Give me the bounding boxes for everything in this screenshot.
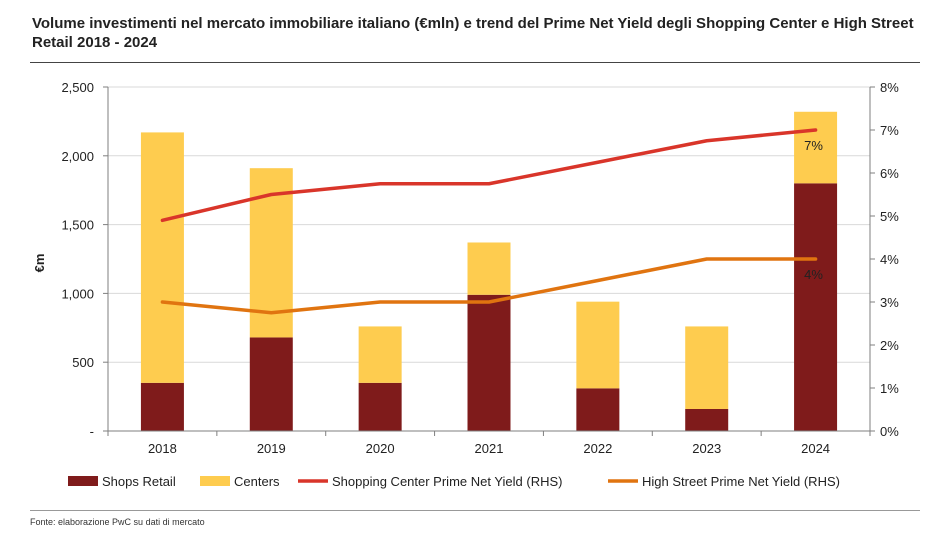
y-tick-label: 1,000 xyxy=(61,286,94,301)
y2-tick-label: 1% xyxy=(880,381,899,396)
bar-centers xyxy=(467,242,511,295)
x-tick-label: 2020 xyxy=(366,441,395,456)
axes xyxy=(103,86,875,436)
legend-swatch xyxy=(68,476,98,486)
y-tick-label: 2,000 xyxy=(61,149,94,164)
data-label: 4% xyxy=(804,267,823,282)
y2-tick-label: 7% xyxy=(880,123,899,138)
bar-shops-retail xyxy=(794,183,838,431)
legend-label: Shops Retail xyxy=(102,474,176,489)
annotations: 7% 4% xyxy=(804,138,823,282)
line-shopping-center-yield xyxy=(160,128,818,223)
bar-centers xyxy=(358,326,402,383)
tick-labels: - 500 1,000 1,500 2,000 2,500 0% 1% 2% 3% 4% 5% 6% 7%… xyxy=(32,80,899,456)
bar-centers xyxy=(794,111,838,184)
y-tick-label: 1,500 xyxy=(61,218,94,233)
bar-shops-retail xyxy=(358,382,402,431)
bar-shops-retail xyxy=(249,337,293,431)
x-tick-label: 2023 xyxy=(692,441,721,456)
bar-centers xyxy=(576,301,620,389)
y2-tick-label: 5% xyxy=(880,209,899,224)
y-tick-label: - xyxy=(90,424,94,439)
x-tick-label: 2024 xyxy=(801,441,830,456)
x-tick-label: 2019 xyxy=(257,441,286,456)
title-divider xyxy=(30,62,920,63)
x-tick-label: 2018 xyxy=(148,441,177,456)
legend: Shops Retail Centers Shopping Center Prime… xyxy=(68,474,840,489)
combo-chart: - 500 1,000 1,500 2,000 2,500 0% 1% 2% 3% 4% 5% 6% 7%… xyxy=(32,80,899,489)
bar-shops-retail xyxy=(467,294,511,431)
bar-centers xyxy=(140,132,184,383)
source-divider xyxy=(30,510,920,511)
bar-shops-retail xyxy=(576,388,620,431)
y-axis-title: €m xyxy=(32,254,47,273)
y2-tick-label: 4% xyxy=(880,252,899,267)
y2-tick-label: 2% xyxy=(880,338,899,353)
y2-tick-label: 6% xyxy=(880,166,899,181)
y-tick-label: 2,500 xyxy=(61,80,94,95)
legend-label: Centers xyxy=(234,474,280,489)
x-tick-label: 2022 xyxy=(583,441,612,456)
bars xyxy=(140,111,838,431)
legend-swatch xyxy=(200,476,230,486)
source-note: Fonte: elaborazione PwC su dati di merca… xyxy=(30,517,205,527)
bar-shops-retail xyxy=(140,382,184,431)
bar-centers xyxy=(685,326,729,409)
legend-label: Shopping Center Prime Net Yield (RHS) xyxy=(332,474,563,489)
legend-label: High Street Prime Net Yield (RHS) xyxy=(642,474,840,489)
y2-tick-label: 0% xyxy=(880,424,899,439)
x-tick-label: 2021 xyxy=(475,441,504,456)
y-tick-label: 500 xyxy=(72,355,94,370)
yield-lines xyxy=(160,128,818,315)
y2-tick-label: 3% xyxy=(880,295,899,310)
data-label: 7% xyxy=(804,138,823,153)
chart-title: Volume investimenti nel mercato immobili… xyxy=(32,15,914,51)
bar-shops-retail xyxy=(685,408,729,431)
y2-tick-label: 8% xyxy=(880,80,899,95)
line-high-street-yield xyxy=(160,257,818,315)
